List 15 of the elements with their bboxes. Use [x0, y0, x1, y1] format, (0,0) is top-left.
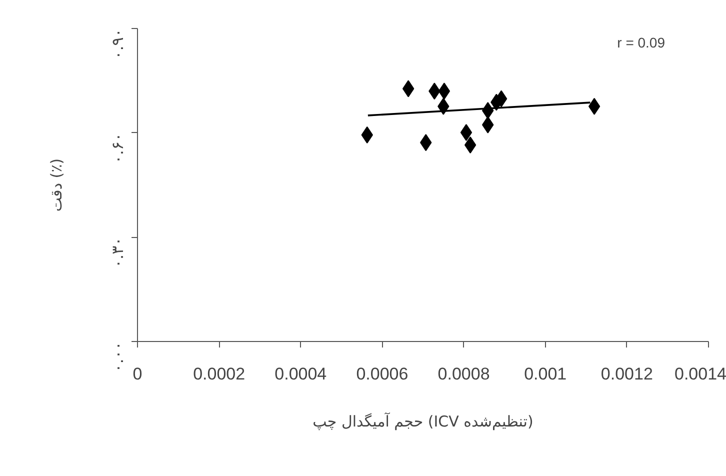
x-axis-title: حجم آمیگدال چپ (ICV تنظیم‌شده): [312, 412, 534, 430]
y-tick-label: ۰.۳۰: [108, 237, 127, 268]
x-tick-label: 0: [132, 364, 142, 384]
x-tick-label: 0.0012: [600, 364, 653, 384]
x-tick-label: 0.001: [524, 364, 567, 384]
x-tick-label: 0.0004: [274, 364, 327, 384]
y-axis-title: دقت (٪): [48, 158, 66, 212]
y-tick-label: ۰.۰۰: [108, 341, 127, 372]
x-tick-label: 0.0014: [674, 364, 726, 384]
y-tick-label: ۰.۹۰: [108, 28, 127, 60]
annotation: r = 0.09: [617, 34, 666, 50]
y-tick-label: ۰.۶۰: [108, 132, 127, 164]
x-tick-label: 0.0008: [438, 364, 490, 384]
x-tick-label: 0.0002: [193, 364, 246, 384]
x-tick-label: 0.0006: [356, 364, 408, 384]
